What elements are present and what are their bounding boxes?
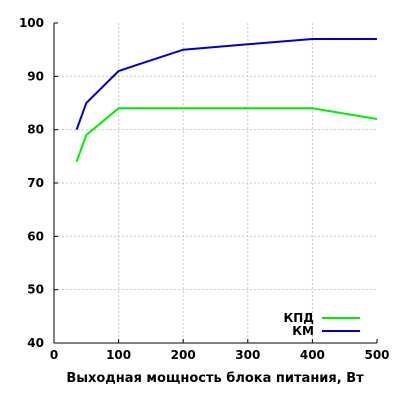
x-tick-label-200: 200 [171,348,196,362]
x-tick-label-0: 0 [50,348,58,362]
x-tick-label-300: 300 [235,348,260,362]
x-tick-label-500: 500 [364,348,389,362]
y-tick-label-40: 40 [27,336,44,350]
y-tick-label-80: 80 [27,123,44,137]
grid-layer [54,23,377,343]
y-tick-label-90: 90 [27,69,44,83]
x-axis-title: Выходная мощность блока питания, Вт [66,371,364,386]
legend-label-1: КМ [292,324,314,338]
tick-label-layer: 40 50 60 70 80 90 100 0 100 200 300 400 500 [19,16,390,362]
y-tick-label-60: 60 [27,229,44,243]
series-line-1 [75,38,377,131]
series-layer [75,38,378,163]
y-tick-label-100: 100 [19,16,44,30]
y-tick-label-50: 50 [27,283,44,297]
x-tick-label-400: 400 [300,348,325,362]
y-tick-label-70: 70 [27,176,44,190]
axis-layer [53,22,378,344]
x-tick-label-100: 100 [106,348,131,362]
legend-label-0: КПД [283,311,314,325]
series-line-0 [75,107,378,163]
